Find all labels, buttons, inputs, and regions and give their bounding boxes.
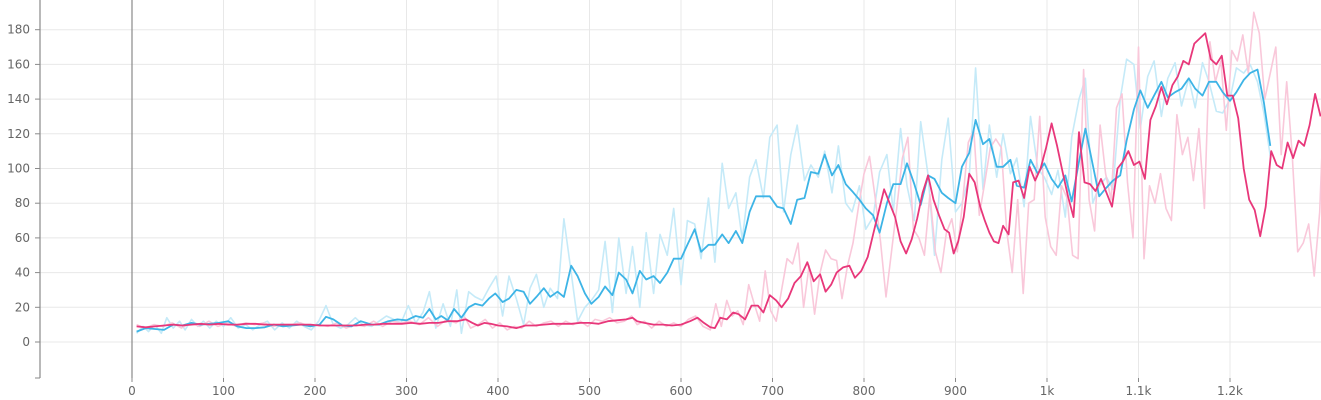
y-tick-label: 180 <box>7 23 30 37</box>
series-1-smoothed-line <box>136 68 1272 333</box>
x-tick-label: 900 <box>944 384 967 398</box>
x-tick-label: 600 <box>670 384 693 398</box>
y-tick-label: 100 <box>7 162 30 176</box>
tick-labels: 0 20 40 60 80 100 120 140 160 180 0 100 200 300 400 500… <box>7 23 1243 398</box>
y-tick-label: 160 <box>7 57 30 71</box>
y-tick-label: 40 <box>15 266 30 280</box>
x-tick-label: 400 <box>487 384 510 398</box>
y-tick-label: 20 <box>15 300 30 314</box>
y-tick-label: 0 <box>22 335 30 349</box>
x-tick-label: 1k <box>1040 384 1055 398</box>
x-tick-label: 800 <box>853 384 876 398</box>
x-tick-label: 500 <box>578 384 601 398</box>
grid <box>40 0 1321 378</box>
x-tick-label: 1.2k <box>1217 384 1243 398</box>
x-tick-label: 700 <box>761 384 784 398</box>
series-1-raw-line <box>136 58 1272 335</box>
y-tick-label: 80 <box>15 196 30 210</box>
axes <box>35 0 1231 382</box>
x-tick-label: 100 <box>212 384 235 398</box>
x-tick-label: 200 <box>304 384 327 398</box>
x-tick-label: 0 <box>128 384 136 398</box>
y-tick-label: 140 <box>7 92 30 106</box>
x-tick-label: 1.1k <box>1125 384 1151 398</box>
series-2-smoothed-line <box>136 32 1321 329</box>
y-tick-label: 120 <box>7 127 30 141</box>
smoothed-series-lines <box>136 32 1321 333</box>
y-tick-label: 60 <box>15 231 30 245</box>
x-tick-label: 300 <box>395 384 418 398</box>
